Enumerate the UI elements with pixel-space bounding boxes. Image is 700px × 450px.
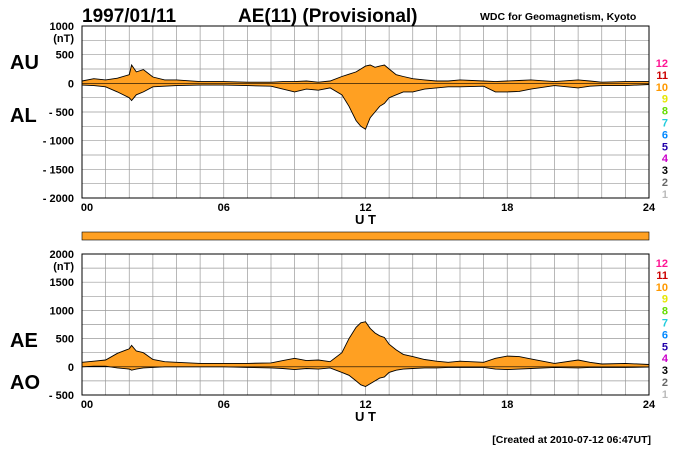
station-count-label: 2: [662, 377, 668, 389]
y-tick-label: 0: [68, 78, 74, 90]
series-label-ae: AE: [10, 330, 38, 352]
x-tick-label: 18: [501, 399, 513, 411]
station-count-label: 1: [662, 189, 668, 201]
x-tick-label: 00: [81, 202, 93, 214]
y-tick-label: 500: [56, 334, 74, 346]
x-axis-label: U T: [355, 409, 376, 424]
station-count-label: 2: [662, 177, 668, 189]
y-tick-label: 1000: [50, 305, 74, 317]
index-fill-area: [82, 321, 649, 387]
station-count-label: 3: [662, 365, 668, 377]
source-label: WDC for Geomagnetism, Kyoto: [480, 11, 636, 23]
station-count-label: 4: [662, 153, 669, 165]
station-count-label: 8: [662, 106, 668, 118]
station-count-label: 3: [662, 165, 668, 177]
x-tick-label: 00: [81, 399, 93, 411]
x-tick-label: 24: [643, 202, 656, 214]
y-tick-label: 0: [68, 362, 74, 374]
x-tick-label: 06: [218, 202, 230, 214]
chart-date: 1997/01/11: [82, 6, 176, 27]
x-tick-label: 12: [359, 399, 371, 411]
station-count-label: 11: [656, 70, 668, 82]
series-line-ae: [81, 321, 650, 365]
station-count-label: 9: [662, 294, 668, 306]
station-count-label: 5: [662, 341, 668, 353]
y-tick-label: - 500: [49, 390, 74, 402]
x-tick-label: 18: [501, 202, 513, 214]
x-tick-label: 24: [643, 399, 656, 411]
plot-frame: [81, 253, 650, 396]
au-al-panel: 1000 500 0 - 500 - 1000 - 1500 - 2000 (nT) 00 06 1…: [10, 21, 656, 227]
chart-title: AE(11) (Provisional): [238, 6, 418, 27]
series-line-al: [81, 84, 650, 130]
station-count-label: 4: [662, 353, 669, 365]
station-count-label: 11: [656, 270, 668, 282]
series-label-au: AU: [10, 52, 39, 74]
data-quality-bar: [81, 231, 650, 241]
station-count-label: 7: [662, 318, 668, 330]
station-count-label: 10: [656, 82, 668, 94]
station-count-label: 6: [662, 329, 668, 341]
plot-frame: [81, 25, 650, 199]
y-tick-label: - 2000: [43, 193, 74, 205]
y-tick-label: - 1000: [43, 136, 74, 148]
station-count-label: 10: [656, 282, 668, 294]
station-count-label: 1: [662, 389, 668, 401]
y-axis-unit: (nT): [53, 261, 74, 273]
index-fill-area: [82, 65, 649, 130]
station-count-label: 12: [656, 58, 668, 70]
station-count-label: 6: [662, 129, 668, 141]
created-timestamp: [Created at 2010-07-12 06:47UT]: [492, 434, 651, 446]
x-tick-label: 06: [218, 399, 230, 411]
station-count-label: 12: [656, 258, 668, 270]
y-tick-label: 1000: [50, 21, 74, 33]
y-tick-label: 2000: [50, 249, 74, 261]
y-tick-label: 500: [56, 50, 74, 62]
station-count-label: 5: [662, 141, 668, 153]
y-tick-label: - 1500: [43, 164, 74, 176]
series-label-ao: AO: [10, 372, 40, 394]
series-line-ao: [81, 365, 650, 387]
x-tick-label: 12: [359, 202, 371, 214]
station-count-label: 9: [662, 94, 668, 106]
y-tick-label: 1500: [50, 277, 74, 289]
station-count-label: 8: [662, 306, 668, 318]
y-axis-unit: (nT): [53, 33, 74, 45]
series-label-al: AL: [10, 105, 37, 127]
series-line-au: [81, 63, 649, 83]
x-axis-label: U T: [355, 212, 376, 227]
station-count-label: 7: [662, 118, 668, 130]
ae-ao-panel: 2000 1500 1000 500 0 - 500 (nT) 00 06 12 18 24 U T AE…: [10, 249, 656, 424]
y-tick-label: - 500: [49, 107, 74, 119]
